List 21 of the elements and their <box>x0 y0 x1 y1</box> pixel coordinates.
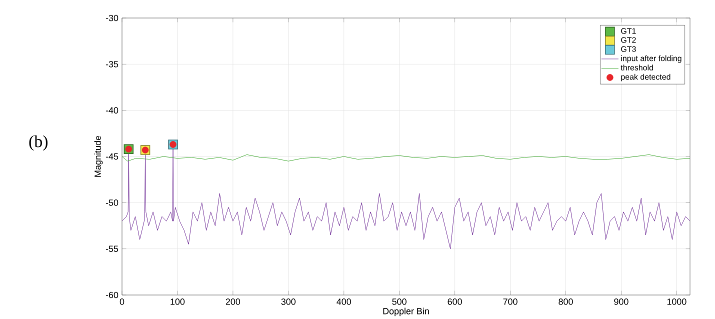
x-tick-label: 700 <box>503 298 518 305</box>
x-tick-label: 400 <box>336 298 352 305</box>
x-tick-label: 600 <box>448 298 462 305</box>
x-tick-label: 900 <box>614 298 628 305</box>
x-tick-label: 1000 <box>667 298 686 305</box>
x-tick-label: 100 <box>170 298 185 305</box>
y-tick-label: -55 <box>106 246 118 252</box>
x-tick-label: 800 <box>558 298 573 305</box>
y-tick-label: -45 <box>106 153 118 160</box>
text: (b) <box>29 135 48 151</box>
y-tick-label: -30 <box>106 14 118 22</box>
x-tick-label: 500 <box>392 298 406 305</box>
y-tick-label: -60 <box>106 292 118 298</box>
x-tick-label: 300 <box>281 298 296 305</box>
x-axis-title: Doppler Bin <box>383 308 429 316</box>
x-tick-label: 0 <box>120 298 124 305</box>
y-axis-title: Magnitude <box>94 136 103 177</box>
x-tick-label: 200 <box>226 298 240 305</box>
y-tick-label: -35 <box>106 60 118 68</box>
y-tick-label: -40 <box>106 107 118 114</box>
y-tick-label: -50 <box>106 199 118 206</box>
